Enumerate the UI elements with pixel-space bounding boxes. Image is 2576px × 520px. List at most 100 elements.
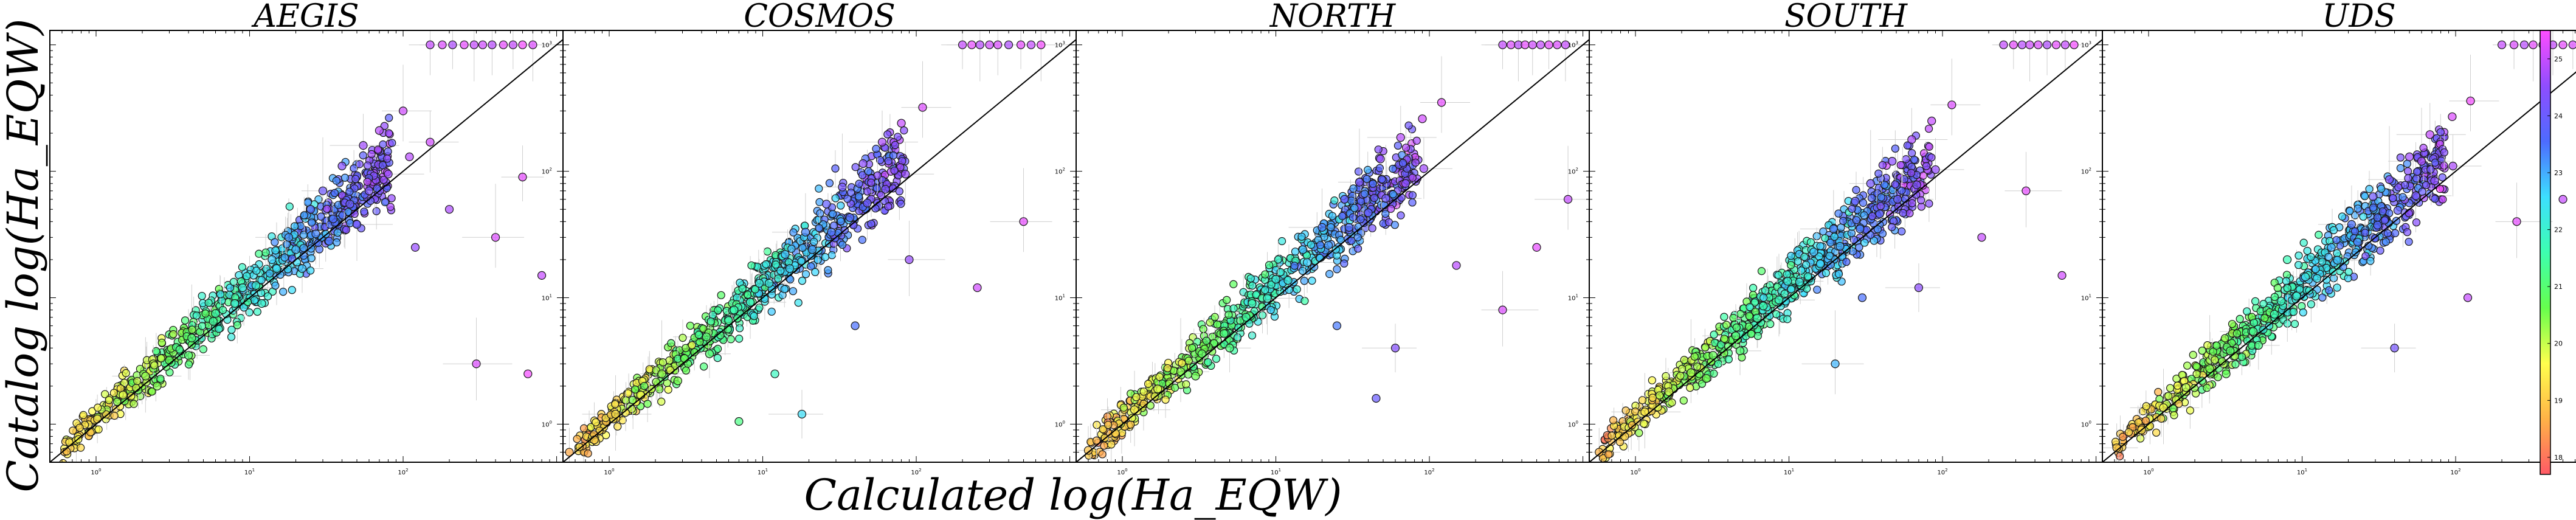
scatter-point [2282,277,2290,285]
scatter-point [1170,383,1179,392]
data-point [2497,40,2507,49]
scatter-point [1291,248,1300,256]
scatter-point [1804,272,1812,280]
scatter-point [1729,314,1738,322]
scatter-point [204,299,213,307]
scatter-point [631,385,640,393]
panel-title: AEGIS [251,0,359,35]
data-point [472,359,481,369]
scatter-point [105,396,113,404]
scatter-point [774,274,782,283]
identity-line [2102,71,2576,462]
scatter-point [2318,257,2327,266]
scatter-point [2436,128,2445,136]
data-point [187,333,196,342]
scatter-point [2273,283,2282,293]
data-point [2070,40,2079,49]
scatter-point [1905,209,1914,218]
scatter-point [592,418,600,426]
identity-line [1076,39,1589,462]
scatter-point [1370,193,1378,202]
data-point [2301,272,2310,282]
scatter-point [233,321,241,330]
scatter-point [838,240,847,249]
scatter-point [1308,276,1316,285]
data-point [523,369,533,378]
scatter-point [763,247,772,256]
data-point [1907,135,1916,144]
scatter-point [815,184,823,193]
scatter-point [2403,167,2412,176]
scatter-point [350,164,358,173]
scatter-point [1749,283,1758,293]
scatter-point [306,266,315,275]
scatter-point [122,369,130,378]
scatter-point [1354,167,1363,176]
scatter-point [1897,186,1906,195]
data-point [1283,276,1293,285]
data-point [1026,40,1036,49]
scatter-point [1910,155,1919,164]
scatter-point [101,390,109,398]
x-tick-label: 100 [91,468,101,476]
y-tick-label: 100 [1568,420,1578,428]
data-point [897,119,906,128]
scatter-point [2290,319,2299,328]
data-point [1521,40,1530,49]
scatter-point [798,243,807,252]
data-point [2353,238,2362,247]
scatter-point [1128,414,1136,422]
scatter-point [79,411,88,419]
scatter-point [2380,216,2389,225]
scatter-point [1662,372,1670,381]
scatter-point [1848,247,1857,255]
scatter-point [387,194,396,203]
scatter-point [655,385,664,393]
scatter-point [837,201,845,210]
scatter-point [1757,267,1766,276]
scatter-point [1104,420,1113,429]
scatter-point [873,171,882,180]
scatter-point [1826,260,1835,269]
data-point [967,40,976,49]
scatter-point [1381,209,1390,218]
scatter-point [798,277,807,285]
scatter-point [1722,321,1731,329]
scatter-point [643,400,652,408]
scatter-point [1202,336,1210,345]
scatter-point [1182,380,1190,389]
scatter-point [2359,212,2367,221]
scatter-point [215,325,223,333]
scatter-point [86,428,95,437]
scatter-point [2186,406,2194,415]
scatter-point [2289,308,2298,316]
scatter-point [1635,429,1643,437]
scatter-point [2299,238,2308,247]
data-point [2558,40,2567,49]
scatter-point [2170,411,2178,420]
scatter-point [735,335,744,343]
data-point [770,369,779,378]
data-point [1795,277,1804,286]
scatter-point [837,217,845,226]
data-point [1507,40,1516,49]
y-tick-label: 100 [1055,420,1065,428]
scatter-point [787,244,796,253]
scatter-point [1888,223,1896,232]
scatter-point [285,203,294,211]
data-point [1536,40,1545,49]
scatter-point [2373,213,2382,222]
data-point [1875,209,1884,218]
data-point [785,264,795,273]
scatter-point [2305,286,2313,295]
data-point [1153,384,1162,393]
data-point [153,381,162,390]
scatter-point [1783,315,1792,324]
scatter-point [1328,212,1337,220]
scatter-point [2265,322,2274,330]
data-point [1083,446,1093,455]
scatter-point [386,203,395,211]
scatter-point [772,260,780,269]
